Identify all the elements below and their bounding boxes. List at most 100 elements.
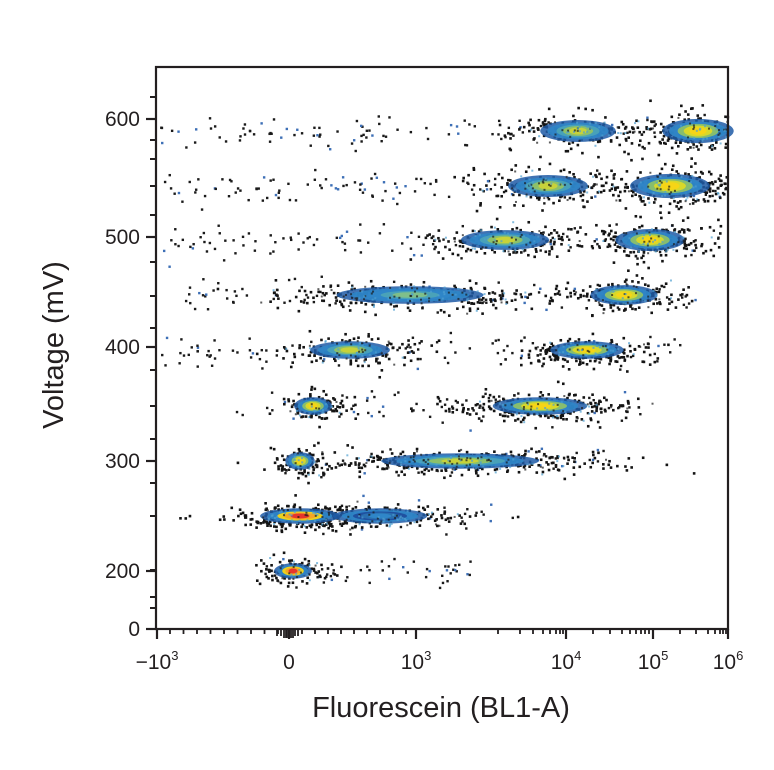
- event-dot: [594, 352, 597, 355]
- event-dot: [335, 299, 338, 302]
- event-dot: [586, 200, 589, 203]
- event-dot: [679, 200, 682, 203]
- event-dot: [410, 409, 414, 413]
- event-dot: [497, 395, 501, 398]
- event-dot: [580, 418, 584, 421]
- event-dot: [677, 172, 680, 176]
- event-dot: [434, 245, 437, 249]
- event-dot: [444, 245, 447, 249]
- event-dot: [283, 514, 286, 517]
- event-dot: [709, 248, 713, 252]
- event-dot: [608, 459, 611, 463]
- event-dot: [548, 456, 551, 460]
- event-dot: [518, 127, 521, 130]
- event-dot: [354, 403, 357, 407]
- event-dot: [592, 453, 595, 457]
- event-dot: [602, 240, 605, 243]
- event-dot: [489, 298, 492, 301]
- event-dot: [505, 452, 508, 456]
- event-dot: [502, 349, 506, 352]
- event-dot: [677, 230, 681, 234]
- event-dot: [565, 287, 568, 291]
- event-dot: [699, 117, 702, 120]
- event-dot: [265, 568, 268, 571]
- event-dot: [558, 351, 561, 354]
- event-dot: [448, 410, 451, 413]
- event-dot: [453, 237, 456, 240]
- event-dot: [434, 238, 437, 241]
- event-dot: [277, 467, 280, 471]
- event-dot: [400, 470, 404, 474]
- event-dot: [662, 125, 665, 129]
- event-dot: [618, 143, 622, 147]
- event-dot: [514, 164, 518, 167]
- event-dot: [293, 403, 296, 406]
- event-dot: [381, 199, 384, 202]
- event-dot: [404, 184, 407, 188]
- event-dot: [440, 405, 444, 409]
- event-dot: [550, 342, 553, 345]
- event-dot: [343, 248, 347, 252]
- event-dot: [567, 142, 571, 145]
- event-dot: [341, 240, 344, 244]
- event-dot: [588, 396, 591, 400]
- event-dot: [520, 401, 523, 404]
- event-dot: [261, 367, 264, 370]
- event-dot: [588, 458, 591, 462]
- event-dot: [567, 368, 571, 371]
- event-dot: [639, 171, 642, 174]
- event-dot: [310, 405, 313, 408]
- event-dot: [472, 193, 476, 196]
- event-dot: [597, 402, 600, 406]
- event-dot: [328, 507, 332, 510]
- event-dot: [679, 141, 682, 144]
- event-dot: [550, 245, 554, 249]
- event-dot: [482, 190, 485, 193]
- event-dot: [622, 336, 626, 340]
- event-dot: [626, 399, 630, 403]
- event-dot: [686, 113, 690, 116]
- event-dot: [345, 518, 348, 521]
- event-dot: [264, 501, 267, 505]
- event-dot: [718, 132, 721, 135]
- event-dot: [343, 521, 347, 525]
- event-dot: [288, 572, 291, 575]
- event-dot: [550, 461, 554, 465]
- event-dot: [584, 233, 588, 236]
- event-dot: [330, 184, 333, 187]
- event-dot: [340, 524, 344, 527]
- event-dot: [368, 513, 371, 516]
- event-dot: [315, 294, 319, 298]
- event-dot: [677, 298, 680, 301]
- event-dot: [352, 139, 356, 142]
- event-dot: [294, 453, 297, 456]
- event-dot: [376, 357, 379, 360]
- event-dot: [436, 402, 439, 406]
- event-dot: [564, 149, 568, 153]
- event-dot: [468, 279, 472, 283]
- event-dot: [362, 133, 365, 137]
- event-dot: [340, 302, 343, 306]
- event-dot: [380, 352, 383, 355]
- event-dot: [572, 172, 575, 176]
- event-dot: [282, 458, 286, 462]
- event-dot: [622, 356, 626, 359]
- event-dot: [509, 466, 512, 469]
- event-dot: [631, 280, 634, 283]
- event-dot: [350, 343, 353, 346]
- event-dot: [347, 305, 350, 308]
- event-dot: [506, 470, 509, 474]
- event-dot: [371, 134, 374, 137]
- event-dot: [545, 308, 548, 312]
- event-dot: [297, 248, 300, 251]
- event-dot: [363, 472, 366, 475]
- event-dot: [598, 126, 601, 129]
- event-dot: [388, 461, 391, 464]
- event-dot: [369, 279, 373, 283]
- event-dot: [225, 288, 228, 292]
- event-dot: [532, 138, 536, 141]
- event-dot: [572, 289, 576, 293]
- event-dot: [648, 353, 652, 357]
- event-dot: [674, 306, 678, 309]
- event-dot: [681, 293, 684, 296]
